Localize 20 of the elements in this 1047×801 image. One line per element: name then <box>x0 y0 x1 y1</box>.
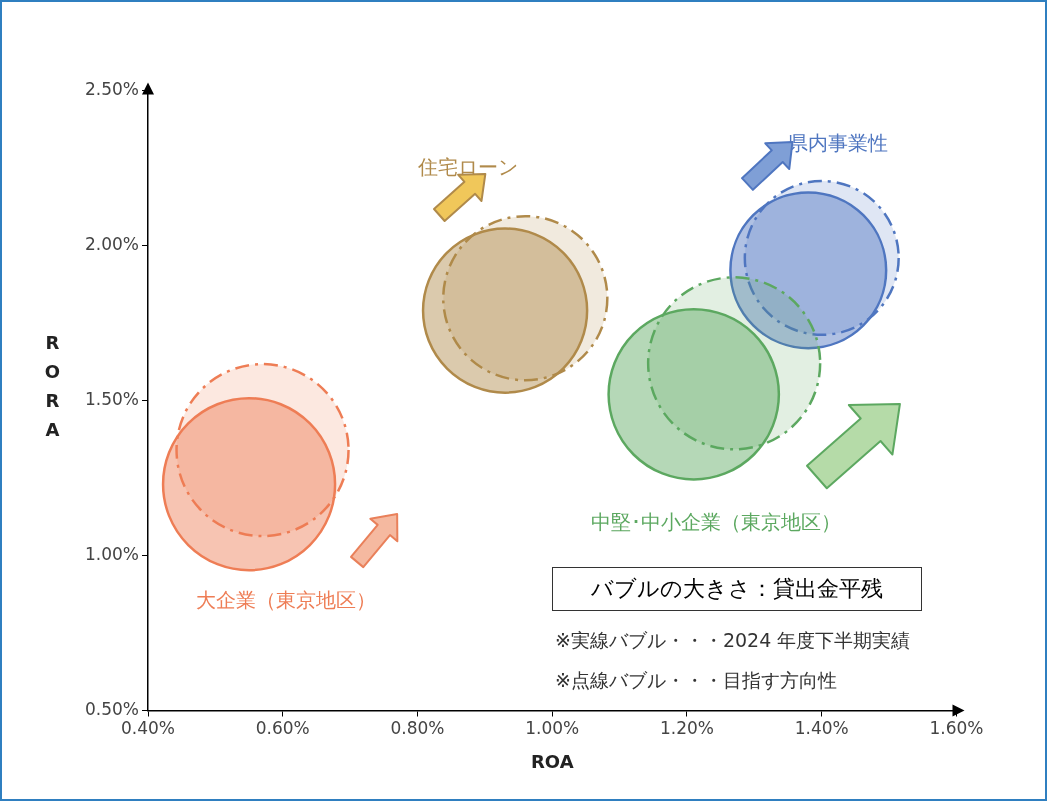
x-tick-label: 0.80% <box>390 718 445 739</box>
y-tick-label: 2.00% <box>84 233 139 254</box>
y-tick-label: 2.50% <box>84 78 139 99</box>
text: 中堅･中小企業（東京地区） <box>590 509 841 534</box>
y-axis-title: RORA <box>42 332 63 448</box>
y-tick-label: 1.00% <box>84 543 139 564</box>
x-axis-title: ROA <box>530 751 574 773</box>
annotation: バブルの大きさ：貸出金平残 <box>552 567 922 611</box>
annotation: ※実線バブル・・・2024 年度下半期実績 <box>555 628 911 653</box>
x-tick-label: 0.60% <box>255 718 310 739</box>
series-label: 大企業（東京地区） <box>196 588 377 613</box>
x-tick-label: 1.20% <box>659 718 715 739</box>
text: 住宅ローン <box>417 154 519 179</box>
x-tick-label: 0.40% <box>120 718 176 739</box>
x-tick-label: 1.60% <box>929 718 984 739</box>
y-tick-label: 1.50% <box>84 388 139 409</box>
x-tick-label: 1.00% <box>525 718 580 739</box>
y-tick-label: 0.50% <box>84 698 139 719</box>
annotation: ※点線バブル・・・目指す方向性 <box>555 668 837 693</box>
x-tick-label: 1.40% <box>794 718 849 739</box>
